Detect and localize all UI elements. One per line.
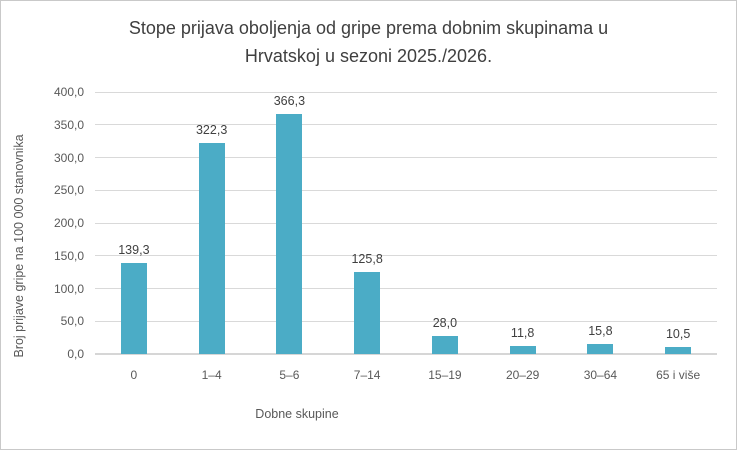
bar — [120, 262, 147, 354]
y-tick-label: 150,0 — [53, 248, 84, 263]
bar — [276, 114, 303, 354]
gridline — [95, 288, 717, 289]
y-axis-title: Broj prijave gripe na 100 000 stanovnika — [12, 134, 26, 358]
bar — [587, 343, 614, 354]
y-tick-label: 100,0 — [53, 281, 84, 296]
y-tick-label: 0,0 — [67, 347, 84, 361]
bar-value-label: 322,3 — [195, 122, 228, 137]
plot-area — [95, 91, 717, 355]
y-tick-label: 400,0 — [53, 85, 84, 99]
gridline — [95, 255, 717, 257]
chart-title-line-2: Hrvatskoj u sezoni 2025./2026. — [244, 46, 493, 66]
y-tick-label: 300,0 — [53, 150, 84, 165]
x-axis-title: Dobne skupine — [255, 407, 339, 421]
y-tick-label: 50,0 — [60, 314, 84, 329]
bar-value-label: 366,3 — [273, 94, 306, 109]
gridline — [95, 91, 717, 93]
bar — [665, 347, 692, 354]
y-tick-label: 250,0 — [53, 183, 84, 198]
bar — [431, 335, 458, 354]
y-tick-label: 350,0 — [53, 117, 84, 132]
bar-value-label: 28,0 — [432, 315, 458, 330]
bar — [354, 271, 381, 354]
bar-value-label: 139,3 — [118, 242, 150, 257]
x-tick-label: 0 — [130, 368, 138, 382]
bar-value-label: 11,8 — [510, 326, 535, 341]
y-tick-label: 200,0 — [53, 216, 84, 230]
gridline — [95, 189, 717, 191]
x-tick-label: 7–14 — [353, 368, 381, 382]
bar-value-label: 10,5 — [665, 327, 691, 342]
gridline — [95, 124, 717, 126]
x-tick-label: 65 i više — [656, 368, 701, 382]
bar-value-label: 125,8 — [351, 251, 383, 266]
x-axis-line — [95, 353, 717, 355]
gridline — [95, 157, 717, 158]
x-tick-label: 30–64 — [583, 368, 618, 382]
bar — [198, 142, 225, 354]
bar — [509, 346, 536, 354]
bar-value-label: 15,8 — [588, 323, 613, 338]
gridline — [95, 222, 717, 224]
chart-title-line-1: Stope prijava oboljenja od gripe prema d… — [128, 18, 609, 38]
chart-title: Stope prijava oboljenja od gripe prema d… — [1, 14, 736, 70]
x-tick-label: 5–6 — [279, 368, 300, 382]
x-tick-label: 20–29 — [505, 368, 540, 382]
x-tick-label: 1–4 — [201, 368, 222, 382]
gridline — [95, 320, 717, 322]
x-tick-label: 15–19 — [428, 368, 462, 382]
